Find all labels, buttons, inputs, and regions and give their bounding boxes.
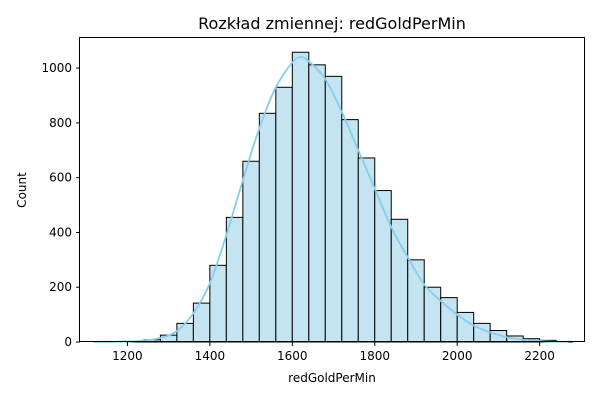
y-tick-label: 800 <box>49 116 72 130</box>
y-axis-ticks: 0 200 400 600 800 1000 <box>41 61 80 349</box>
histogram-bar <box>291 51 310 343</box>
chart-title: Rozkład zmiennej: redGoldPerMin <box>198 14 466 33</box>
x-axis-ticks: 1200 1400 1600 1800 2000 2200 <box>112 342 555 363</box>
histogram-bar <box>275 86 293 343</box>
x-tick-label: 2000 <box>442 349 473 363</box>
histogram-bar <box>308 64 326 343</box>
histogram-bars <box>93 51 574 343</box>
plot-area-frame <box>79 37 585 342</box>
histogram-bar <box>374 190 392 343</box>
x-tick-label: 1200 <box>112 349 143 363</box>
y-tick-label: 600 <box>49 171 72 185</box>
kde-curve <box>94 56 569 343</box>
histogram-bar <box>390 218 409 343</box>
x-axis-title: redGoldPerMin <box>288 371 376 385</box>
y-tick-label: 1000 <box>41 61 72 75</box>
y-axis-title: Count <box>15 172 29 208</box>
histogram-bar <box>423 286 442 343</box>
y-tick-label: 200 <box>49 280 72 294</box>
histogram-bar <box>324 75 343 343</box>
y-tick-label: 400 <box>49 225 72 239</box>
histogram-bar <box>176 322 194 343</box>
histogram-bar <box>258 112 277 343</box>
x-tick-label: 1800 <box>359 349 390 363</box>
y-tick-label: 0 <box>64 335 72 349</box>
histogram-bar <box>341 119 359 343</box>
x-tick-label: 2200 <box>524 349 555 363</box>
x-tick-label: 1400 <box>195 349 226 363</box>
x-tick-label: 1600 <box>277 349 308 363</box>
histogram-bar <box>357 157 376 343</box>
histogram-bar <box>242 160 260 343</box>
histogram-bar <box>225 216 244 343</box>
